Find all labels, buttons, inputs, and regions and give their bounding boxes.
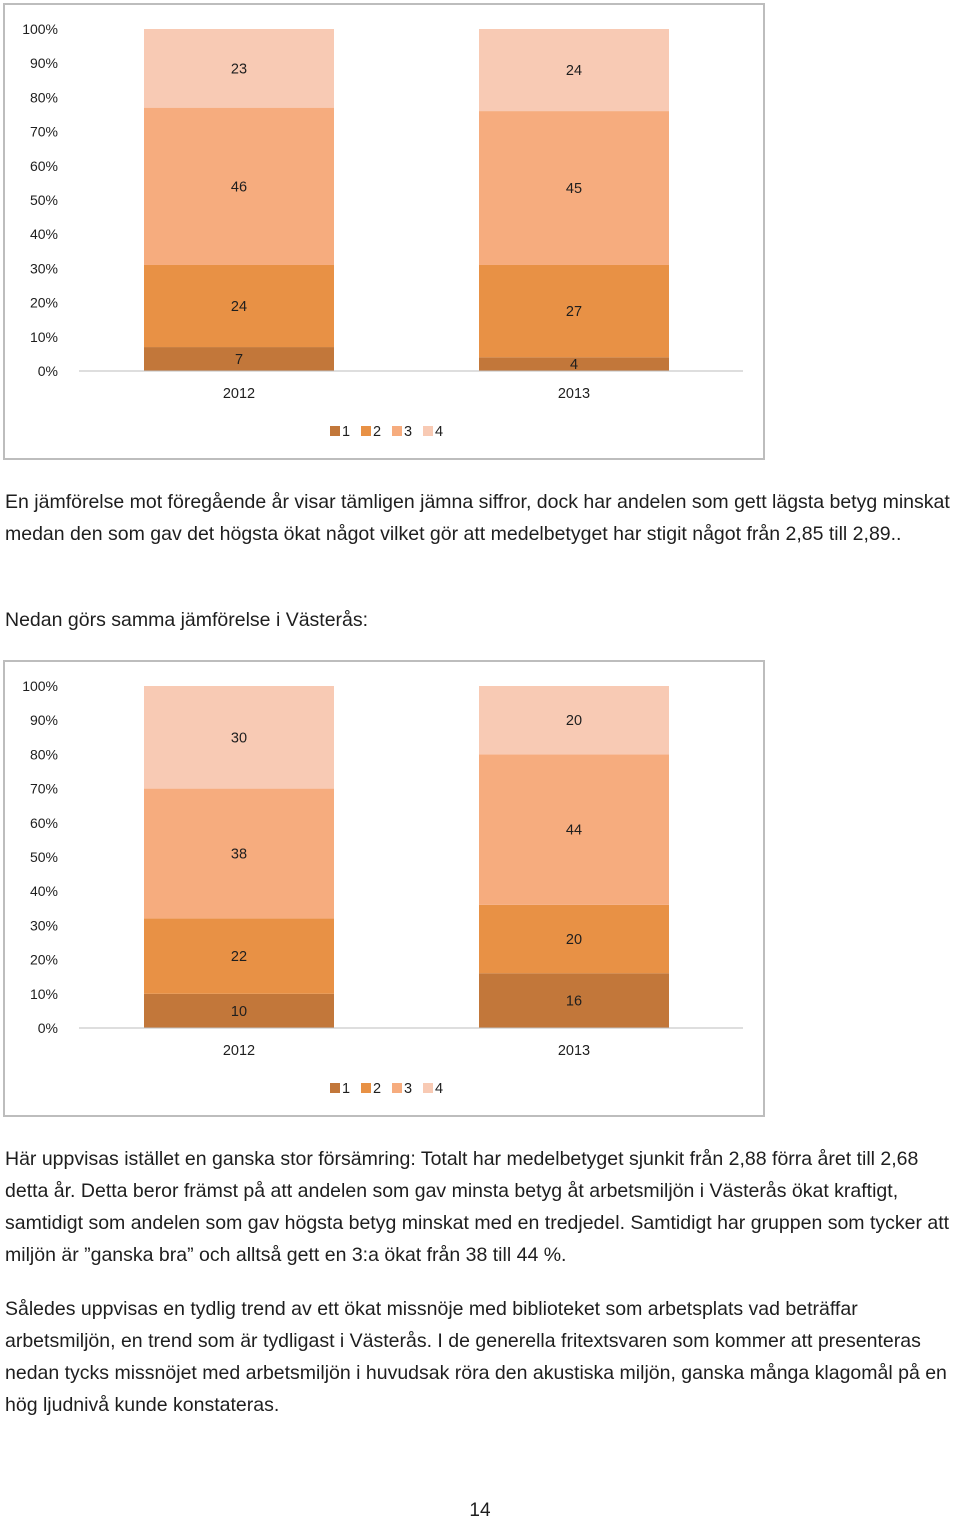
legend-swatch bbox=[423, 426, 433, 436]
legend-label: 2 bbox=[373, 424, 381, 440]
y-tick-label: 40% bbox=[30, 883, 58, 899]
bar-segment bbox=[144, 686, 334, 789]
bar-segment bbox=[479, 357, 669, 371]
data-label: 22 bbox=[231, 949, 247, 965]
y-tick-label: 40% bbox=[30, 226, 58, 242]
y-tick-label: 90% bbox=[30, 55, 58, 71]
bar-segment bbox=[479, 973, 669, 1028]
chart-1: 0%10%20%30%40%50%60%70%80%90%100%7244623… bbox=[22, 21, 743, 440]
y-tick-label: 50% bbox=[30, 849, 58, 865]
page-number: 14 bbox=[469, 1500, 491, 1521]
bar-segment bbox=[479, 686, 669, 755]
paragraph-vasteras-intro: Nedan görs samma jämförelse i Västerås: bbox=[5, 609, 369, 631]
paragraph-comparison: En jämförelse mot föregående år visar tä… bbox=[5, 491, 950, 545]
bar-segment bbox=[144, 347, 334, 371]
chart-1-frame: 0% 10% 20% 30% 40% 50% 60% 70% 80% 90% 100% 7 24 46 23… bbox=[3, 3, 765, 460]
bar-segment bbox=[144, 993, 334, 1028]
y-tick-label: 80% bbox=[30, 89, 58, 105]
y-tick-label: 0% bbox=[38, 363, 58, 379]
legend-label: 3 bbox=[404, 1081, 412, 1097]
data-label: 44 bbox=[566, 823, 582, 839]
y-tick-label: 30% bbox=[30, 917, 58, 933]
y-tick-label: 20% bbox=[30, 952, 58, 968]
bar-segment bbox=[144, 107, 334, 265]
bar-segment bbox=[144, 788, 334, 919]
y-tick-label: 100% bbox=[22, 678, 58, 694]
legend-label: 4 bbox=[435, 1081, 443, 1097]
x-tick-label: 2013 bbox=[558, 1043, 590, 1059]
bar-segment bbox=[144, 29, 334, 108]
paragraph-vasteras-analysis: Här uppvisas istället en ganska stor för… bbox=[5, 1148, 950, 1266]
x-tick-label: 2013 bbox=[558, 386, 590, 402]
legend-label: 4 bbox=[435, 424, 443, 440]
data-label: 24 bbox=[566, 63, 582, 79]
data-label: 38 bbox=[231, 847, 247, 863]
bar-segment bbox=[144, 264, 334, 348]
chart-2: 0% 10% 20% 30% 40% 50% 60% 70% 80% 90% 100% 10 22 38 3… bbox=[22, 678, 743, 1097]
data-label: 23 bbox=[231, 61, 247, 77]
y-tick-label: 10% bbox=[30, 986, 58, 1002]
legend-swatch bbox=[361, 1083, 371, 1093]
legend-label: 3 bbox=[404, 424, 412, 440]
y-tick-label: 0% bbox=[38, 1020, 58, 1036]
chart-2-frame: 0% 10% 20% 30% 40% 50% 60% 70% 80% 90% 100% 10 22 38 3… bbox=[3, 660, 765, 1117]
bar-segment bbox=[479, 754, 669, 905]
bar-segment bbox=[479, 904, 669, 974]
data-label: 27 bbox=[566, 304, 582, 320]
x-tick-label: 2012 bbox=[223, 1043, 255, 1059]
legend-swatch bbox=[330, 426, 340, 436]
data-label: 30 bbox=[231, 730, 247, 746]
data-label: 24 bbox=[231, 299, 247, 315]
y-tick-label: 50% bbox=[30, 192, 58, 208]
legend-label: 1 bbox=[342, 424, 350, 440]
data-label: 16 bbox=[566, 994, 582, 1010]
y-tick-label: 70% bbox=[30, 781, 58, 797]
legend-swatch bbox=[392, 426, 402, 436]
bar-segment bbox=[479, 264, 669, 358]
legend-label: 2 bbox=[373, 1081, 381, 1097]
y-tick-label: 80% bbox=[30, 746, 58, 762]
legend-label: 1 bbox=[342, 1081, 350, 1097]
y-tick-label: 60% bbox=[30, 158, 58, 174]
y-tick-label: 30% bbox=[30, 260, 58, 276]
paragraph-conclusion: Således uppvisas en tydlig trend av ett … bbox=[5, 1298, 947, 1416]
y-tick-label: 100% bbox=[22, 21, 58, 37]
legend-swatch bbox=[423, 1083, 433, 1093]
data-label: 7 bbox=[235, 352, 243, 368]
y-tick-label: 10% bbox=[30, 329, 58, 345]
data-label: 45 bbox=[566, 181, 582, 197]
data-label: 4 bbox=[570, 357, 578, 373]
x-tick-label: 2012 bbox=[223, 386, 255, 402]
data-label: 20 bbox=[566, 713, 582, 729]
data-label: 46 bbox=[231, 179, 247, 195]
y-tick-label: 70% bbox=[30, 124, 58, 140]
legend-swatch bbox=[392, 1083, 402, 1093]
legend-swatch bbox=[330, 1083, 340, 1093]
y-tick-label: 90% bbox=[30, 712, 58, 728]
bar-segment bbox=[144, 918, 334, 994]
data-label: 20 bbox=[566, 932, 582, 948]
y-tick-label: 20% bbox=[30, 295, 58, 311]
bar-segment bbox=[479, 29, 669, 112]
bar-segment bbox=[479, 111, 669, 265]
legend-swatch bbox=[361, 426, 371, 436]
data-label: 10 bbox=[231, 1004, 247, 1020]
y-tick-label: 60% bbox=[30, 815, 58, 831]
